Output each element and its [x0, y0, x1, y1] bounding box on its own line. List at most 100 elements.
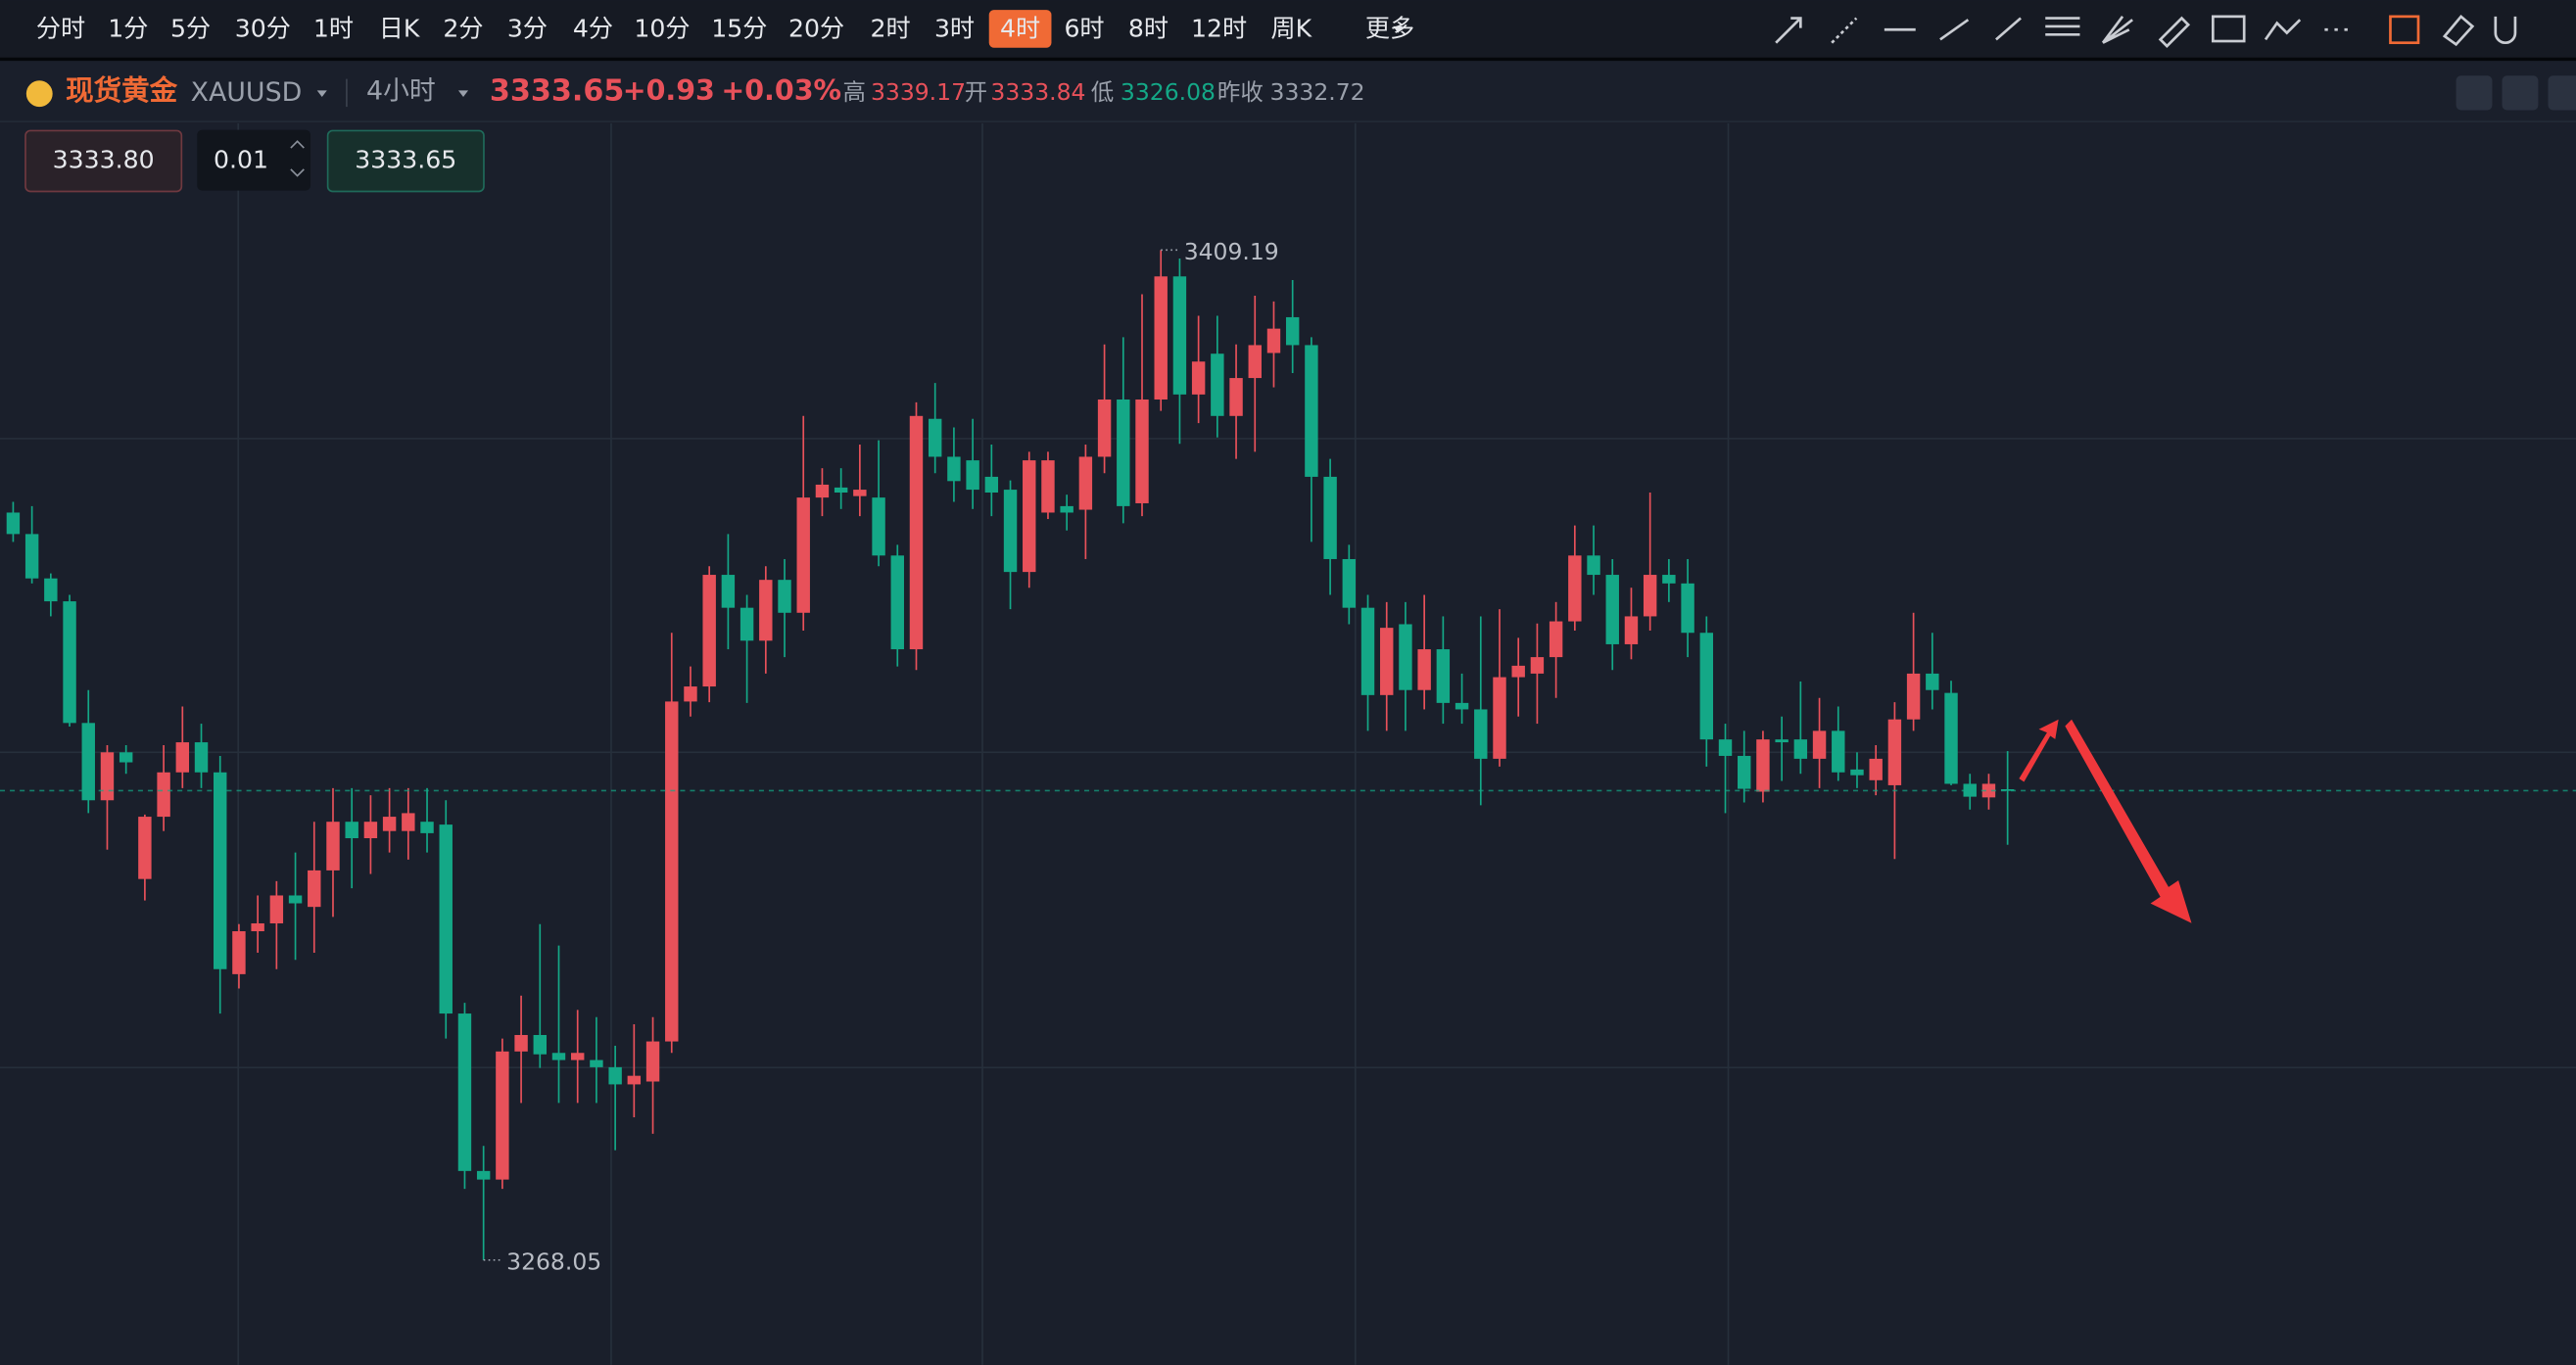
tool-fib[interactable] — [2045, 17, 2080, 36]
interval-tab[interactable]: 分时 — [36, 14, 85, 42]
interval-tab[interactable]: 12时 — [1191, 14, 1247, 42]
interval-tab[interactable]: 4分 — [573, 14, 613, 42]
sell-button[interactable] — [24, 129, 183, 193]
tool-indicator[interactable] — [2456, 75, 2493, 111]
candle-body — [63, 601, 76, 724]
period[interactable]: 4小时 — [366, 76, 436, 107]
low-label: 低 — [1091, 78, 1114, 106]
interval-tab[interactable]: 3时 — [934, 14, 975, 42]
candle-body — [590, 1059, 603, 1067]
candle-body — [759, 580, 773, 641]
candle-body — [1699, 633, 1714, 740]
candle-body — [420, 822, 434, 833]
candle-body — [476, 1170, 491, 1180]
candle-body — [1474, 709, 1488, 759]
candle-body — [1850, 769, 1864, 776]
candle-body — [778, 580, 791, 613]
interval-tab[interactable]: 10分 — [634, 14, 690, 42]
candle-body — [1624, 616, 1639, 644]
candle-body — [1568, 555, 1582, 622]
candle-body — [1417, 649, 1431, 690]
candle-body — [1342, 558, 1357, 608]
buy-button[interactable] — [326, 129, 485, 193]
interval-tab[interactable]: 4时 — [1000, 14, 1040, 42]
tool-wave[interactable] — [2264, 19, 2302, 41]
interval-tab[interactable]: 周K — [1271, 14, 1313, 42]
candle-body — [739, 607, 754, 641]
candle-body — [890, 555, 904, 650]
candle-body — [1191, 361, 1206, 395]
user-arrows — [2019, 719, 2192, 923]
tool-brush[interactable] — [1995, 17, 2022, 41]
candle-body — [872, 497, 885, 556]
candle-body — [1305, 345, 1318, 477]
tool-pen[interactable] — [2158, 16, 2191, 48]
candle-body — [1963, 783, 1977, 797]
candle-body — [608, 1066, 622, 1085]
interval-tabs: 分时 1分 5分 30分 1时 日K 2分 3分 4分 10分 15分 20分 2时 3时 4时 6时 8时 12… — [36, 10, 1414, 48]
interval-tab[interactable]: 2分 — [443, 14, 483, 42]
candle-body — [684, 686, 697, 702]
candle-body — [909, 415, 924, 650]
candle-body — [214, 772, 227, 969]
candle-body — [1436, 649, 1451, 703]
interval-tab[interactable]: 8时 — [1128, 14, 1169, 42]
sell-price[interactable]: 3333.80 — [53, 145, 155, 173]
symbol-code[interactable]: XAUUSD — [191, 77, 303, 108]
candle-body — [571, 1053, 585, 1060]
interval-tab[interactable]: 3分 — [507, 14, 548, 42]
candle-body — [402, 813, 415, 831]
high-label: 高 — [842, 78, 865, 106]
buy-price[interactable]: 3333.65 — [355, 145, 456, 173]
tool-edit[interactable] — [2389, 15, 2420, 45]
candle-body — [1549, 621, 1563, 658]
candle-body — [157, 772, 170, 818]
interval-tab[interactable]: 15分 — [711, 14, 767, 42]
interval-tab[interactable]: 1分 — [108, 14, 148, 42]
interval-tab[interactable]: 1时 — [313, 14, 354, 42]
candle-body — [6, 512, 21, 535]
candle-body — [1493, 677, 1506, 759]
candle-body — [326, 822, 340, 871]
tool-fan[interactable] — [2101, 16, 2133, 44]
qty-stepper[interactable] — [290, 140, 305, 177]
candle-body — [1172, 276, 1187, 395]
interval-tab[interactable]: 6时 — [1064, 14, 1104, 42]
tool-arrow[interactable] — [1775, 17, 1802, 44]
qty-input[interactable] — [197, 129, 311, 191]
candle-body — [815, 484, 830, 498]
candle-body — [496, 1051, 509, 1180]
candle-body — [1117, 399, 1130, 506]
candle-body — [1643, 575, 1657, 617]
candle-body — [1605, 575, 1619, 644]
candle-body — [1399, 624, 1412, 690]
tool-settings[interactable] — [2548, 75, 2576, 111]
last-price: 3333.65 — [490, 74, 625, 109]
candle-body — [853, 490, 867, 496]
candle-body — [1793, 739, 1808, 759]
tool-magnet[interactable] — [2494, 16, 2517, 45]
qty-value[interactable]: 0.01 — [214, 145, 268, 173]
candle-body — [138, 817, 152, 879]
dropdown-icon — [1393, 25, 1404, 33]
interval-tab[interactable]: 30分 — [235, 14, 291, 42]
candle-body — [100, 752, 115, 801]
tool-segment[interactable] — [1939, 19, 1970, 41]
interval-tab[interactable]: 日K — [379, 14, 421, 42]
interval-tab[interactable]: 5分 — [170, 14, 211, 42]
candle-body — [1266, 328, 1281, 353]
candle-body — [345, 822, 358, 839]
candle-body — [514, 1034, 528, 1052]
tool-image[interactable] — [2211, 15, 2246, 43]
candle-body — [1887, 719, 1902, 785]
interval-tab[interactable]: 更多 — [1365, 14, 1414, 42]
tool-eraser[interactable] — [2442, 14, 2475, 47]
candle-body — [232, 931, 246, 974]
tool-ray[interactable] — [1831, 17, 1858, 44]
interval-tab[interactable]: 2时 — [871, 14, 911, 42]
prev-close-label: 昨收 — [1217, 78, 1264, 106]
tool-draw[interactable] — [2502, 75, 2539, 111]
candle-body — [928, 418, 942, 457]
symbol-name[interactable]: 现货黄金 — [66, 74, 178, 107]
interval-tab[interactable]: 20分 — [788, 14, 844, 42]
